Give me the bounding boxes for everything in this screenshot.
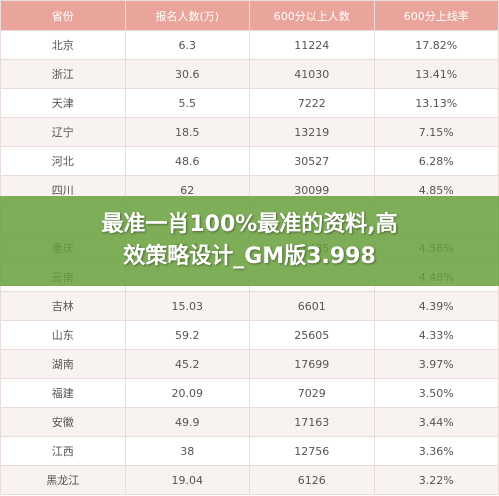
- header-cell: 报名人数(万): [124, 0, 250, 31]
- table-cell: 天津: [0, 88, 126, 118]
- table-row: 北京 6.3 11224 17.82%: [0, 30, 499, 60]
- table-cell: 13219: [249, 117, 375, 147]
- table-cell: 13.13%: [373, 88, 499, 118]
- header-cell: 省份: [0, 0, 126, 31]
- table-cell: 黑龙江: [0, 465, 126, 495]
- table-cell: 19.04: [124, 465, 250, 495]
- table-cell: 25605: [249, 320, 375, 350]
- table-cell: 6126: [249, 465, 375, 495]
- table-cell: 13.41%: [373, 59, 499, 89]
- table-cell: 30.6: [124, 59, 250, 89]
- table-cell: 30527: [249, 146, 375, 176]
- table-cell: 7029: [249, 378, 375, 408]
- table-cell: 3.22%: [373, 465, 499, 495]
- table-cell: 17699: [249, 349, 375, 379]
- header-cell: 600分以上人数: [249, 0, 375, 31]
- table-cell: 山东: [0, 320, 126, 350]
- header-cell: 600分上线率: [373, 0, 499, 31]
- table-cell: 49.9: [124, 407, 250, 437]
- table-cell: 北京: [0, 30, 126, 60]
- table-cell: 福建: [0, 378, 126, 408]
- overlay-banner: 最准一肖100%最准的资料,高 效策略设计_GM版3.998: [0, 196, 499, 286]
- table-cell: 20.09: [124, 378, 250, 408]
- table-row: 山东 59.2 25605 4.33%: [0, 320, 499, 350]
- table-cell: 河北: [0, 146, 126, 176]
- table-cell: 江西: [0, 436, 126, 466]
- table-cell: 4.39%: [373, 291, 499, 321]
- table-cell: 3.36%: [373, 436, 499, 466]
- table-cell: 6601: [249, 291, 375, 321]
- table-cell: 安徽: [0, 407, 126, 437]
- table-row: 河北 48.6 30527 6.28%: [0, 146, 499, 176]
- table-cell: 浙江: [0, 59, 126, 89]
- table-cell: 吉林: [0, 291, 126, 321]
- table-row: 黑龙江 19.04 6126 3.22%: [0, 465, 499, 495]
- table-cell: 17.82%: [373, 30, 499, 60]
- table-cell: 辽宁: [0, 117, 126, 147]
- table-cell: 湖南: [0, 349, 126, 379]
- table-row: 福建 20.09 7029 3.50%: [0, 378, 499, 408]
- table-cell: 11224: [249, 30, 375, 60]
- table-cell: 17163: [249, 407, 375, 437]
- table-row: 辽宁 18.5 13219 7.15%: [0, 117, 499, 147]
- table-row: 吉林 15.03 6601 4.39%: [0, 291, 499, 321]
- table-cell: 15.03: [124, 291, 250, 321]
- table-cell: 3.97%: [373, 349, 499, 379]
- table-cell: 18.5: [124, 117, 250, 147]
- table-cell: 5.5: [124, 88, 250, 118]
- table-row: 湖南 45.2 17699 3.97%: [0, 349, 499, 379]
- table-cell: 6.28%: [373, 146, 499, 176]
- table-cell: 3.44%: [373, 407, 499, 437]
- table-cell: 3.50%: [373, 378, 499, 408]
- table-cell: 4.33%: [373, 320, 499, 350]
- table-cell: 6.3: [124, 30, 250, 60]
- table-cell: 45.2: [124, 349, 250, 379]
- table-row: 浙江 30.6 41030 13.41%: [0, 59, 499, 89]
- overlay-line: 效策略设计_GM版3.998: [123, 244, 376, 269]
- table-cell: 12756: [249, 436, 375, 466]
- table-row: 天津 5.5 7222 13.13%: [0, 88, 499, 118]
- table-row: 安徽 49.9 17163 3.44%: [0, 407, 499, 437]
- header-row: 省份 报名人数(万) 600分以上人数 600分上线率: [0, 0, 499, 31]
- table-cell: 41030: [249, 59, 375, 89]
- table-cell: 38: [124, 436, 250, 466]
- overlay-line: 最准一肖100%最准的资料,高: [101, 212, 398, 237]
- table-cell: 48.6: [124, 146, 250, 176]
- table-cell: 7222: [249, 88, 375, 118]
- table-cell: 59.2: [124, 320, 250, 350]
- table-row: 江西 38 12756 3.36%: [0, 436, 499, 466]
- table-cell: 7.15%: [373, 117, 499, 147]
